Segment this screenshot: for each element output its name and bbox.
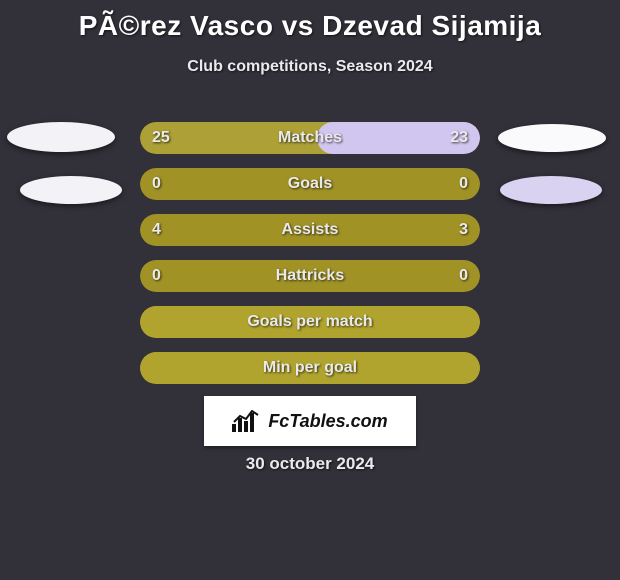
- player-left-orb-2: [20, 176, 122, 204]
- brand-logo: FcTables.com: [204, 396, 416, 446]
- stat-row: Goals per match: [140, 306, 480, 338]
- page-title: PÃ©rez Vasco vs Dzevad Sijamija: [0, 0, 620, 42]
- stat-row: 00Goals: [140, 168, 480, 200]
- stat-row: 43Assists: [140, 214, 480, 246]
- stat-label: Goals per match: [140, 306, 480, 338]
- player-right-orb-2: [500, 176, 602, 204]
- page-subtitle: Club competitions, Season 2024: [0, 58, 620, 76]
- stats-chart: 2523Matches 00Goals 43Assists 00Hattricks Go…: [140, 122, 480, 398]
- stat-label: Assists: [140, 214, 480, 246]
- stat-label: Matches: [140, 122, 480, 154]
- stat-row: 2523Matches: [140, 122, 480, 154]
- player-left-orb-1: [7, 122, 115, 152]
- player-right-orb-1: [498, 124, 606, 152]
- stat-row: Min per goal: [140, 352, 480, 384]
- comparison-infographic: PÃ©rez Vasco vs Dzevad Sijamija Club com…: [0, 0, 620, 580]
- fctables-icon: [232, 410, 260, 432]
- stat-row: 00Hattricks: [140, 260, 480, 292]
- stat-label: Min per goal: [140, 352, 480, 384]
- snapshot-date: 30 october 2024: [0, 454, 620, 474]
- stat-label: Hattricks: [140, 260, 480, 292]
- stat-label: Goals: [140, 168, 480, 200]
- brand-logo-text: FcTables.com: [268, 411, 387, 432]
